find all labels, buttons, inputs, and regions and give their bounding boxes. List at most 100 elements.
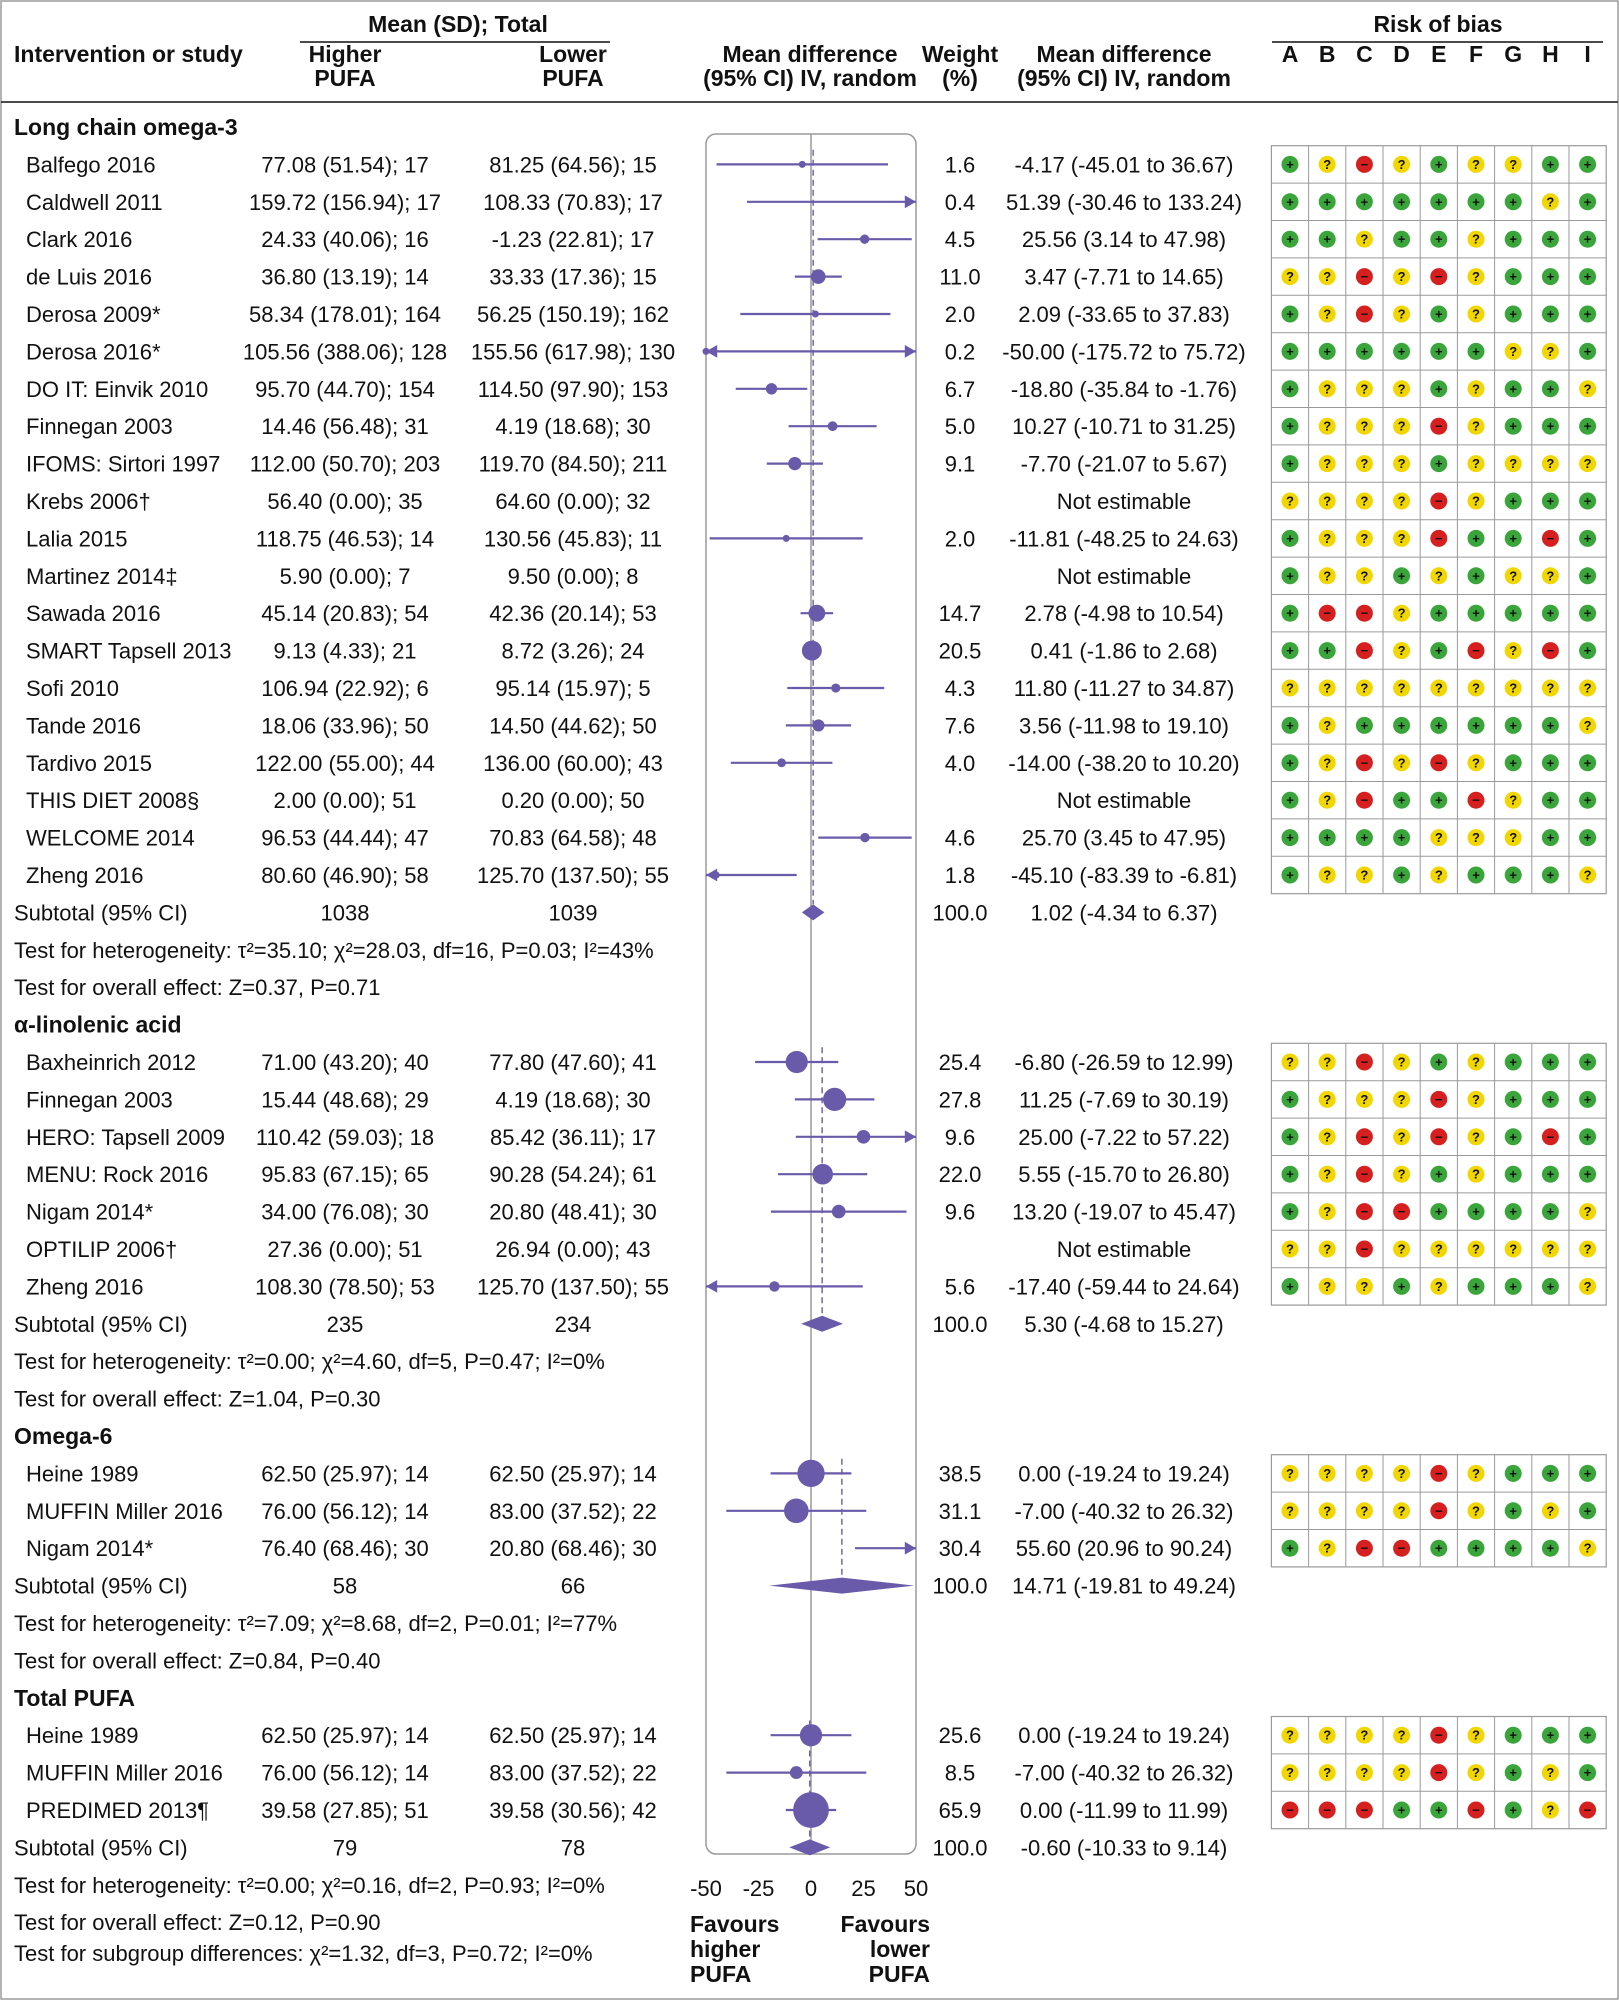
rob-symbol: ? xyxy=(1472,419,1480,434)
rob-symbol: ? xyxy=(1472,1728,1480,1743)
rob-symbol: ? xyxy=(1546,1803,1554,1818)
rob-dot xyxy=(1355,567,1373,585)
rob-symbol: ? xyxy=(1584,718,1592,733)
rob-dot xyxy=(1318,1053,1336,1071)
higher-pufa-value: 27.36 (0.00); 51 xyxy=(267,1237,422,1262)
ci-arrow-right xyxy=(904,345,916,358)
rob-dot xyxy=(1504,342,1522,360)
rob-dot xyxy=(1318,604,1336,622)
rob-dot xyxy=(1430,716,1448,734)
study-name: Derosa 2009* xyxy=(26,302,161,327)
weight-value: 31.1 xyxy=(939,1499,982,1524)
rob-symbol: ? xyxy=(1584,1541,1592,1556)
rob-dot xyxy=(1504,642,1522,660)
rob-dot xyxy=(1579,1502,1597,1520)
rob-symbol: − xyxy=(1361,643,1369,658)
rob-dot xyxy=(1355,866,1373,884)
rob-dot xyxy=(1318,791,1336,809)
higher-pufa-value: 76.00 (56.12); 14 xyxy=(261,1761,429,1786)
header-risk-of-bias: Risk of bias xyxy=(1373,11,1502,37)
rob-symbol: ? xyxy=(1360,1092,1368,1107)
higher-pufa-value: 24.33 (40.06); 16 xyxy=(261,227,429,252)
rob-dot xyxy=(1355,829,1373,847)
subtotal-lower: 1039 xyxy=(549,900,598,925)
rob-symbol: ? xyxy=(1435,830,1443,845)
rob-dot xyxy=(1281,1128,1299,1146)
weight-value: 9.1 xyxy=(945,452,976,477)
rob-symbol: ? xyxy=(1472,1092,1480,1107)
rob-dot xyxy=(1467,1053,1485,1071)
rob-symbol: ? xyxy=(1286,1503,1294,1518)
lower-pufa-value: 56.25 (150.19); 162 xyxy=(477,302,669,327)
rob-symbol: ? xyxy=(1323,494,1331,509)
rob-symbol: + xyxy=(1286,1279,1294,1294)
rob-symbol: + xyxy=(1547,793,1555,808)
mean-difference-text: 0.00 (-19.24 to 19.24) xyxy=(1018,1723,1230,1748)
rob-symbol: ? xyxy=(1360,1466,1368,1481)
study-name: WELCOME 2014 xyxy=(26,826,195,851)
rob-dot xyxy=(1579,1090,1597,1108)
rob-symbol: − xyxy=(1361,793,1369,808)
point-estimate xyxy=(769,1281,780,1292)
rob-symbol: ? xyxy=(1472,1466,1480,1481)
rob-symbol: + xyxy=(1509,1466,1517,1481)
header-md-text-2: (95% CI) IV, random xyxy=(1017,65,1231,91)
rob-symbol: + xyxy=(1509,1055,1517,1070)
rob-symbol: ? xyxy=(1472,1055,1480,1070)
mean-difference-text: Not estimable xyxy=(1057,564,1192,589)
rob-symbol: + xyxy=(1547,1092,1555,1107)
rob-dot xyxy=(1579,679,1597,697)
rob-dot xyxy=(1467,1801,1485,1819)
rob-symbol: + xyxy=(1509,1803,1517,1818)
rob-dot xyxy=(1467,642,1485,660)
rob-symbol: + xyxy=(1509,1204,1517,1219)
study-name: Nigam 2014* xyxy=(26,1536,154,1561)
rob-symbol: + xyxy=(1547,1167,1555,1182)
rob-symbol: − xyxy=(1361,1204,1369,1219)
rob-symbol: ? xyxy=(1360,868,1368,883)
rob-symbol: − xyxy=(1361,157,1369,172)
rob-dot xyxy=(1504,866,1522,884)
rob-dot xyxy=(1504,1090,1522,1108)
rob-dot xyxy=(1579,417,1597,435)
subtotal-weight: 100.0 xyxy=(932,1835,987,1860)
lower-pufa-value: 83.00 (37.52); 22 xyxy=(489,1761,657,1786)
subtotal-weight: 100.0 xyxy=(932,1312,987,1337)
study-name: DO IT: Einvik 2010 xyxy=(26,377,208,402)
rob-symbol: − xyxy=(1398,1204,1406,1219)
rob-symbol: ? xyxy=(1323,456,1331,471)
rob-dot xyxy=(1430,1128,1448,1146)
study-name: Caldwell 2011 xyxy=(26,190,163,215)
rob-symbol: ? xyxy=(1472,381,1480,396)
rob-symbol: ? xyxy=(1472,1242,1480,1257)
rob-dot xyxy=(1504,1165,1522,1183)
mean-difference-text: Not estimable xyxy=(1057,788,1192,813)
rob-dot xyxy=(1467,492,1485,510)
rob-symbol: ? xyxy=(1323,755,1331,770)
study-name: Sofi 2010 xyxy=(26,676,119,701)
rob-symbol: + xyxy=(1286,456,1294,471)
rob-symbol: + xyxy=(1435,1541,1443,1556)
rob-dot xyxy=(1281,1464,1299,1482)
lower-pufa-value: 39.58 (30.56); 42 xyxy=(489,1798,657,1823)
higher-pufa-value: 96.53 (44.44); 47 xyxy=(261,826,429,851)
rob-symbol: − xyxy=(1584,1803,1592,1818)
point-estimate xyxy=(860,832,870,843)
higher-pufa-value: 112.00 (50.70); 203 xyxy=(250,452,440,477)
rob-symbol: + xyxy=(1286,344,1294,359)
mean-difference-text: -17.40 (-59.44 to 24.64) xyxy=(1008,1274,1239,1299)
rob-symbol: + xyxy=(1547,718,1555,733)
rob-dot xyxy=(1393,791,1411,809)
rob-dot xyxy=(1541,829,1559,847)
rob-symbol: ? xyxy=(1472,755,1480,770)
rob-symbol: + xyxy=(1584,755,1592,770)
rob-dot xyxy=(1318,1764,1336,1782)
rob-symbol: ? xyxy=(1398,307,1406,322)
rob-dot xyxy=(1467,1539,1485,1557)
rob-symbol: ? xyxy=(1435,1279,1443,1294)
rob-symbol: ? xyxy=(1323,793,1331,808)
rob-dot xyxy=(1579,230,1597,248)
rob-dot xyxy=(1318,305,1336,323)
rob-symbol: ? xyxy=(1323,1092,1331,1107)
